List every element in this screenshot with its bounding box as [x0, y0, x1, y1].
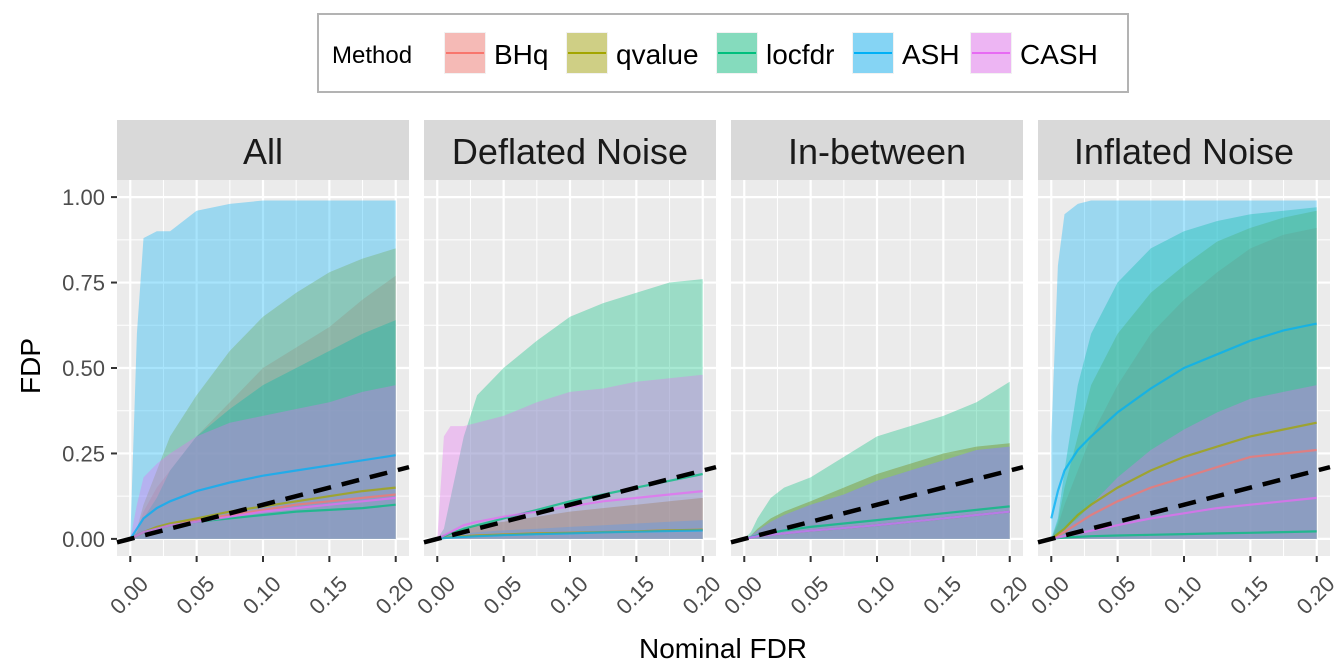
line-qvalue	[1050, 421, 1317, 540]
facet-strip-label: Deflated Noise	[452, 131, 688, 172]
x-tick-label: 0.10	[238, 571, 286, 619]
ribbon-qvalue	[437, 497, 703, 539]
panel-grid	[424, 180, 716, 556]
line-ash	[437, 529, 703, 540]
x-tick-label: 0.10	[1159, 571, 1207, 619]
ribbon-locfdr	[744, 381, 1010, 539]
facet-panels: All 0.00 0.05 0.10 0.15 0.20 Deflated Noise 0.0…	[105, 120, 1340, 619]
ribbon-bhq	[1051, 227, 1317, 539]
legend-item-cash: CASH	[970, 32, 1098, 74]
panel-grid	[731, 180, 1023, 556]
panel-data	[436, 279, 703, 540]
ribbon-locfdr	[130, 320, 396, 539]
x-tick-label: 0.00	[105, 571, 153, 619]
facet-strip	[424, 120, 716, 180]
x-tick-label: 0.20	[678, 571, 726, 619]
x-tick-label: 0.20	[985, 571, 1033, 619]
legend-label: locfdr	[766, 39, 834, 70]
legend-label: qvalue	[616, 39, 699, 70]
ribbon-bhq	[130, 275, 396, 539]
x-tick-label: 0.00	[719, 571, 767, 619]
line-ash	[129, 454, 396, 540]
panel-all: All 0.00 0.05 0.10 0.15 0.20	[105, 120, 419, 619]
panel-data	[1050, 200, 1317, 540]
x-tick-label: 0.20	[371, 571, 419, 619]
y-tick-label: 0.75	[62, 271, 105, 296]
legend-item-ash: ASH	[852, 32, 960, 74]
x-tick-label: 0.10	[852, 571, 900, 619]
line-bhq	[1050, 448, 1317, 540]
x-tick-label: 0.00	[1026, 571, 1074, 619]
x-tick-label: 0.05	[172, 571, 220, 619]
panel-inflated-noise: Inflated Noise 0.00 0.05 0.10 0.15 0.20	[1026, 120, 1340, 619]
legend: Method BHq qvalue locfdr ASH CASH	[317, 13, 1129, 93]
reference-line	[1037, 464, 1331, 545]
panel-deflated-noise: Deflated Noise 0.00 0.05 0.10 0.15 0.20	[412, 120, 726, 619]
y-tick-label: 1.00	[62, 185, 105, 210]
x-tick-label: 0.10	[545, 571, 593, 619]
x-tick-label: 0.15	[611, 571, 659, 619]
panel-data	[744, 381, 1010, 540]
ribbon-bhq	[437, 497, 703, 539]
legend-item-qvalue: qvalue	[566, 32, 699, 74]
ribbon-qvalue	[744, 443, 1010, 539]
y-tick-label: 0.50	[62, 356, 105, 381]
legend-item-locfdr: locfdr	[716, 32, 834, 74]
facet-strip-label: Inflated Noise	[1074, 131, 1294, 172]
y-axis: 0.00 0.25 0.50 0.75 1.00	[62, 185, 117, 552]
legend-title: Method	[332, 42, 412, 69]
y-tick-label: 0.25	[62, 441, 105, 466]
x-axis: 0.00 0.05 0.10 0.15 0.20	[1026, 556, 1340, 619]
legend-label: ASH	[902, 39, 960, 70]
facet-strip-label: All	[243, 131, 283, 172]
facet-strip	[117, 120, 409, 180]
line-ash	[1050, 322, 1317, 519]
panel-grid	[117, 180, 409, 556]
reference-line	[730, 464, 1024, 545]
x-tick-label: 0.05	[479, 571, 527, 619]
ribbon-cash	[744, 446, 1010, 539]
x-tick-label: 0.05	[1093, 571, 1141, 619]
facet-strip	[731, 120, 1023, 180]
x-axis: 0.00 0.05 0.10 0.15 0.20	[412, 556, 726, 619]
x-tick-label: 0.15	[304, 571, 352, 619]
ribbon-ash	[1051, 200, 1317, 539]
panel-grid	[1038, 180, 1330, 556]
reference-line	[116, 464, 410, 545]
panel-in-between: In-between 0.00 0.05 0.10 0.15 0.20	[719, 120, 1033, 619]
legend-item-bhq: BHq	[444, 32, 548, 74]
line-cash	[436, 490, 703, 540]
panel-data	[129, 200, 396, 540]
x-axis: 0.00 0.05 0.10 0.15 0.20	[719, 556, 1033, 619]
ribbon-ash	[130, 200, 396, 539]
ribbon-bhq	[744, 443, 1010, 539]
legend-label: CASH	[1020, 39, 1098, 70]
reference-line	[423, 464, 717, 545]
x-tick-label: 0.00	[412, 571, 460, 619]
line-cash	[744, 510, 1010, 540]
x-tick-label: 0.05	[786, 571, 834, 619]
line-cash	[1051, 496, 1317, 540]
ribbon-ash	[744, 446, 1010, 539]
x-tick-label: 0.15	[918, 571, 966, 619]
x-axis-title: Nominal FDR	[639, 633, 807, 664]
y-tick-label: 0.00	[62, 527, 105, 552]
y-axis-title: FDP	[15, 338, 46, 394]
line-locfdr	[1051, 530, 1317, 540]
ribbon-locfdr	[437, 279, 703, 539]
x-tick-label: 0.20	[1292, 571, 1340, 619]
facet-strip-label: In-between	[788, 131, 966, 172]
x-tick-label: 0.15	[1225, 571, 1273, 619]
x-axis: 0.00 0.05 0.10 0.15 0.20	[105, 556, 419, 619]
facet-strip	[1038, 120, 1330, 180]
legend-label: BHq	[494, 39, 548, 70]
